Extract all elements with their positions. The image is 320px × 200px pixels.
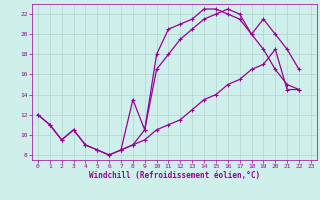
X-axis label: Windchill (Refroidissement éolien,°C): Windchill (Refroidissement éolien,°C) (89, 171, 260, 180)
